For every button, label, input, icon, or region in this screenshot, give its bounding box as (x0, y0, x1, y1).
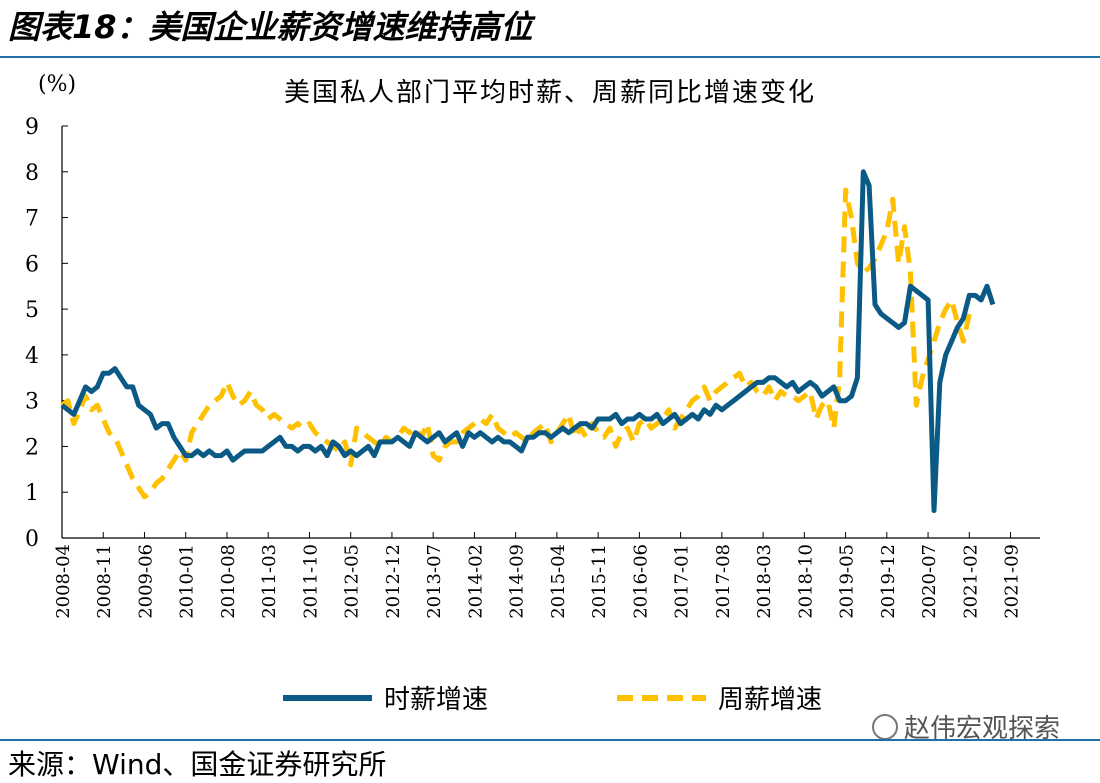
chart-axes: 0 1 2 3 4 5 6 7 8 9 2008-04 2008-11 2009-06 2010-01 20… (25, 115, 1040, 619)
x-tick-label: 2015-11 (589, 544, 610, 619)
source-note: 来源：Wind、国金证券研究所 (8, 748, 387, 781)
figure-title: 图表18：美国企业薪资增速维持高位 (8, 8, 533, 46)
chart-lines (60, 169, 996, 513)
y-tick-label: 7 (25, 207, 39, 232)
y-tick-label: 9 (25, 115, 39, 140)
x-tick-label: 2010-08 (218, 544, 239, 619)
x-tick-label: 2012-12 (383, 544, 404, 619)
x-tick-label: 2017-08 (713, 544, 734, 619)
series-line-hourly (60, 169, 996, 513)
x-tick-label: 2017-01 (672, 544, 693, 619)
y-unit-label: (%) (38, 72, 77, 97)
legend-label-weekly: 周薪增速 (718, 685, 822, 715)
legend-label-hourly: 时薪增速 (384, 685, 488, 715)
x-tick-label: 2019-12 (878, 544, 899, 619)
chart-title: 美国私人部门平均时薪、周薪同比增速变化 (283, 78, 816, 108)
y-tick-label: 1 (25, 481, 39, 506)
bottom-rule (0, 739, 1100, 741)
series-line-weekly (60, 187, 972, 500)
x-tick-label: 2021-09 (1002, 544, 1023, 619)
chart-legend: 时薪增速 周薪增速 (283, 685, 822, 715)
x-tick-label: 2020-07 (919, 544, 940, 619)
x-tick-label: 2014-02 (465, 544, 486, 619)
y-tick-label: 5 (25, 298, 39, 323)
x-tick-label: 2009-06 (135, 544, 156, 619)
y-tick-label: 2 (25, 435, 39, 460)
x-tick-label: 2008-04 (53, 544, 74, 619)
x-tick-label: 2015-04 (548, 544, 569, 619)
x-tick-label: 2013-07 (424, 544, 445, 619)
y-tick-label: 8 (25, 161, 39, 186)
x-tick-label: 2010-01 (177, 544, 198, 619)
y-tick-label: 0 (25, 527, 39, 552)
x-tick-label: 2018-03 (754, 544, 775, 619)
wechat-icon (872, 714, 898, 740)
y-tick-label: 4 (25, 344, 39, 369)
x-tick-label: 2019-05 (837, 544, 858, 619)
x-tick-label: 2011-03 (259, 544, 280, 619)
x-tick-label: 2018-10 (795, 544, 816, 619)
x-tick-label: 2021-02 (960, 544, 981, 619)
y-tick-label: 6 (25, 252, 39, 277)
x-tick-label: 2014-09 (507, 544, 528, 619)
x-tick-label: 2011-10 (300, 544, 321, 619)
x-tick-label: 2008-11 (94, 544, 115, 619)
y-tick-label: 3 (25, 390, 39, 415)
x-tick-label: 2016-06 (630, 544, 651, 619)
title-rule (0, 56, 1100, 58)
x-tick-label: 2012-05 (342, 544, 363, 619)
